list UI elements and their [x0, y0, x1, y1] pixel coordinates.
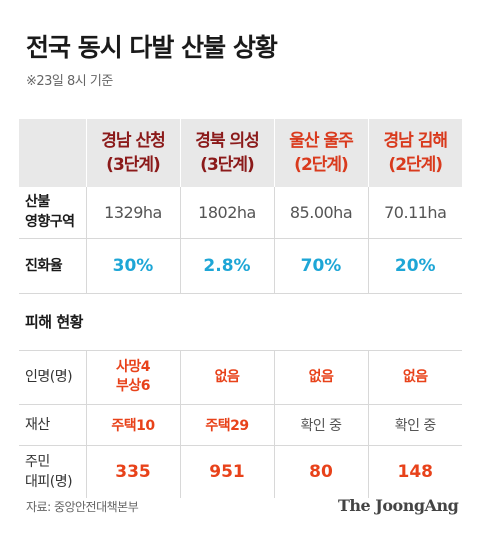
- section-heading-damage: 피해 현황: [19, 293, 462, 351]
- row-label-affected-area: 산불 영향구역: [19, 187, 86, 239]
- cell-casualties-ulju: 없음: [273, 350, 368, 405]
- row-affected-area: 산불 영향구역 1329ha 1802ha 85.00ha 70.11ha: [19, 187, 462, 239]
- header-corner: [19, 119, 86, 187]
- header-row: 경남 산청 (3단계) 경북 의성 (3단계) 울산 울주 (2단계) 경남 김해 (2…: [19, 119, 462, 187]
- cell-property-uiseong: 주택29: [179, 404, 274, 446]
- row-containment: 진화율 30% 2.8% 70% 20%: [19, 238, 462, 294]
- cell-area-uiseong: 1802ha: [179, 187, 274, 239]
- cell-evacuees-ulju: 80: [273, 445, 368, 498]
- cell-evacuees-gimhae: 148: [367, 445, 462, 498]
- row-damage-section: 피해 현황: [19, 293, 462, 351]
- cell-casualties-gimhae: 없음: [367, 350, 462, 405]
- cell-evacuees-sancheong: 335: [85, 445, 180, 498]
- column-header-gimhae: 경남 김해 (2단계): [367, 119, 462, 187]
- cell-casualties-uiseong: 없음: [179, 350, 274, 405]
- row-casualties: 인명(명) 사망4 부상6 없음 없음 없음: [19, 350, 462, 405]
- cell-evacuees-uiseong: 951: [179, 445, 274, 498]
- row-label-casualties: 인명(명): [19, 350, 86, 405]
- row-label-evacuees: 주민 대피(명): [25, 453, 73, 490]
- cell-area-sancheong: 1329ha: [85, 187, 180, 239]
- brand-logo: The JoongAng: [338, 496, 459, 515]
- row-evacuees: 주민 대피(명) 335 951 80 148: [19, 445, 462, 498]
- row-label-containment: 진화율: [19, 238, 86, 294]
- column-header-sancheong: 경남 산청 (3단계): [85, 119, 180, 187]
- page-title: 전국 동시 다발 산불 상황: [26, 33, 278, 62]
- row-label-property: 재산: [19, 404, 86, 446]
- cell-containment-uiseong: 2.8%: [179, 238, 274, 294]
- cell-property-sancheong: 주택10: [85, 404, 180, 446]
- cell-property-gimhae: 확인 중: [367, 404, 462, 446]
- wildfire-status-table: 경남 산청 (3단계) 경북 의성 (3단계) 울산 울주 (2단계) 경남 김해 (2…: [19, 119, 462, 498]
- cell-area-ulju: 85.00ha: [273, 187, 368, 239]
- cell-containment-gimhae: 20%: [367, 238, 462, 294]
- cell-containment-ulju: 70%: [273, 238, 368, 294]
- column-header-ulju: 울산 울주 (2단계): [273, 119, 368, 187]
- timestamp-note: ※23일 8시 기준: [26, 74, 113, 89]
- cell-area-gimhae: 70.11ha: [367, 187, 462, 239]
- cell-property-ulju: 확인 중: [273, 404, 368, 446]
- cell-casualties-sancheong: 사망4 부상6: [85, 350, 180, 405]
- cell-containment-sancheong: 30%: [85, 238, 180, 294]
- row-property: 재산 주택10 주택29 확인 중 확인 중: [19, 404, 462, 446]
- source-note: 자료: 중앙안전대책본부: [26, 500, 139, 514]
- column-header-uiseong: 경북 의성 (3단계): [179, 119, 274, 187]
